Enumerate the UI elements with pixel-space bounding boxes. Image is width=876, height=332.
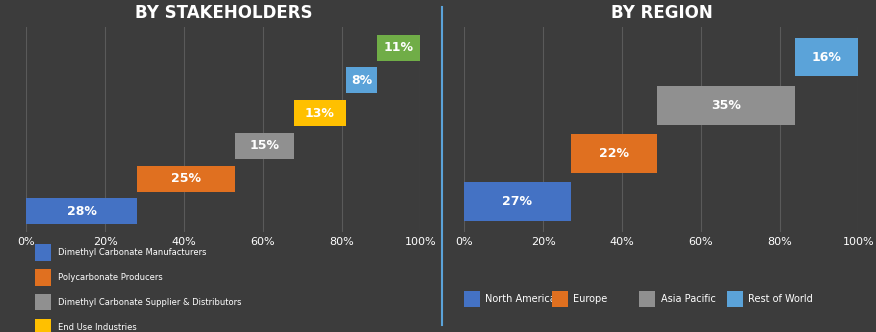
Text: 11%: 11%: [384, 41, 413, 54]
Text: 15%: 15%: [250, 139, 279, 152]
Bar: [235, 133, 294, 159]
Text: Dimethyl Carbonate Supplier & Distributors: Dimethyl Carbonate Supplier & Distributo…: [58, 297, 241, 307]
Text: End Use Industries: End Use Industries: [58, 322, 137, 332]
Bar: [571, 134, 657, 173]
Bar: [26, 199, 137, 224]
Bar: [377, 35, 420, 60]
Text: 28%: 28%: [67, 205, 96, 218]
Text: 25%: 25%: [171, 172, 201, 185]
Text: 16%: 16%: [812, 51, 842, 64]
Title: BY REGION: BY REGION: [611, 4, 712, 22]
Bar: [345, 67, 377, 93]
Bar: [294, 100, 345, 126]
Text: 35%: 35%: [711, 99, 741, 112]
Bar: [657, 86, 795, 124]
Text: Asia Pacific: Asia Pacific: [661, 294, 716, 304]
Text: Europe: Europe: [573, 294, 607, 304]
Bar: [795, 38, 858, 76]
Bar: [137, 166, 235, 192]
Text: 27%: 27%: [503, 195, 533, 208]
Text: North America: North America: [485, 294, 556, 304]
Text: Dimethyl Carbonate Manufacturers: Dimethyl Carbonate Manufacturers: [58, 248, 207, 257]
Bar: [464, 183, 571, 221]
Text: Polycarbonate Producers: Polycarbonate Producers: [58, 273, 163, 282]
Text: 8%: 8%: [350, 74, 372, 87]
Text: Rest of World: Rest of World: [748, 294, 813, 304]
Text: 22%: 22%: [599, 147, 629, 160]
Text: 13%: 13%: [305, 107, 335, 120]
Title: BY STAKEHOLDERS: BY STAKEHOLDERS: [135, 4, 312, 22]
